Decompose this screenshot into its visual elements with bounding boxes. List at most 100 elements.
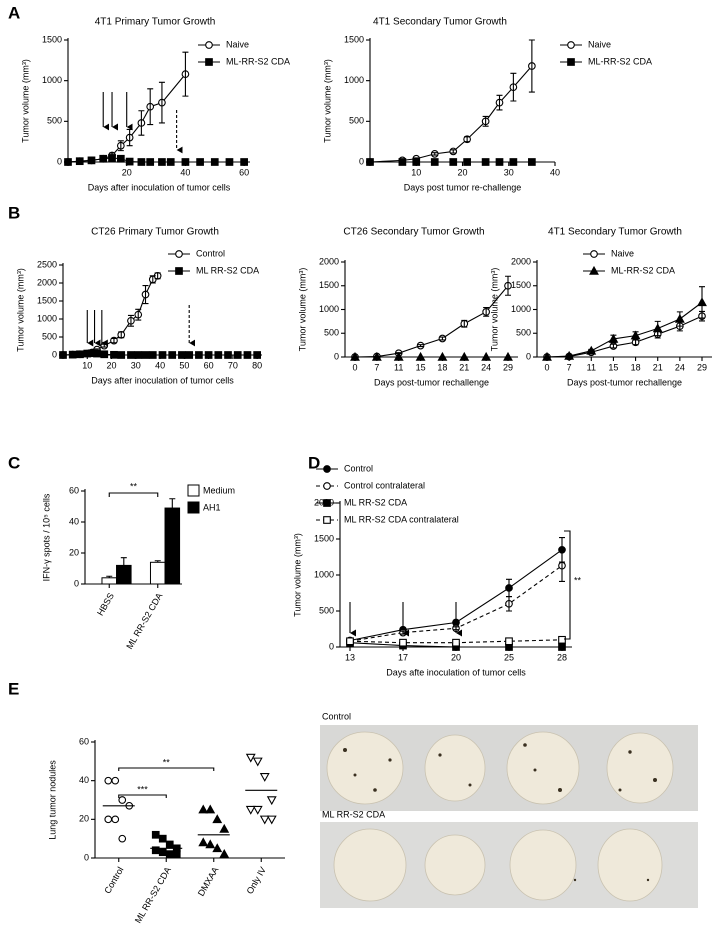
y-axis-label: Tumor volume (mm³) — [297, 268, 307, 352]
y-tick-label: 1500 — [511, 280, 531, 290]
data-point — [219, 823, 230, 833]
x-tick-label: 20 — [107, 360, 117, 370]
x-tick-label: 70 — [228, 360, 238, 370]
legend-label: ML RR-S2 CDA — [344, 497, 407, 507]
y-tick-label: 0 — [359, 156, 364, 166]
significance-bracket — [118, 767, 215, 771]
panel-label: E — [8, 679, 19, 698]
data-point — [459, 351, 470, 361]
x-axis-label: Days post-tumor rechallenge — [374, 377, 489, 387]
legend-label: ML-RR-S2 CDA — [226, 56, 290, 66]
error-bar — [149, 275, 156, 284]
series-line — [369, 65, 533, 163]
y-tick-label: 0 — [84, 852, 89, 862]
significance-label: ** — [163, 757, 171, 767]
data-point — [158, 848, 167, 857]
series-line — [62, 275, 158, 356]
error-bar — [610, 343, 617, 349]
bar — [116, 564, 132, 585]
data-point — [75, 157, 84, 166]
error-bar — [496, 94, 503, 111]
x-tick-label: 17 — [398, 652, 408, 662]
x-tick-label: 60 — [204, 360, 214, 370]
panel-label: C — [8, 453, 20, 472]
data-point — [104, 815, 113, 824]
series — [64, 154, 248, 166]
data-point — [108, 154, 116, 162]
data-point — [158, 351, 167, 359]
chart-title: 4T1 Secondary Tumor Growth — [548, 227, 682, 238]
y-tick-label: 2000 — [511, 256, 531, 266]
data-point — [181, 158, 190, 166]
data-point — [509, 158, 518, 166]
data-point — [141, 351, 150, 359]
error-bar — [417, 344, 424, 348]
data-point — [253, 351, 261, 359]
y-tick-label: 40 — [79, 775, 89, 785]
legend-marker — [205, 58, 213, 66]
x-axis-label: Days after inoculation of tumor cells — [88, 182, 231, 192]
data-point — [259, 773, 270, 782]
legend-marker — [175, 267, 183, 275]
x-tick-label: 20 — [451, 652, 461, 662]
significance-label: *** — [137, 784, 148, 794]
data-point — [158, 834, 167, 843]
data-point — [243, 351, 252, 359]
y-tick-label: 1000 — [319, 304, 339, 314]
y-tick-label: 1000 — [344, 75, 364, 85]
data-point — [214, 351, 223, 359]
error-bar — [158, 81, 165, 124]
chart-title: CT26 Primary Tumor Growth — [91, 227, 219, 238]
y-tick-label: 500 — [42, 331, 57, 341]
series — [59, 349, 261, 359]
significance-bracket — [118, 794, 167, 798]
bar — [101, 577, 118, 585]
legend-label: ML RR-S2 CDA — [196, 265, 259, 275]
legend-marker — [567, 58, 575, 66]
data-point — [252, 805, 263, 815]
series-line — [354, 285, 509, 358]
data-point — [259, 815, 270, 825]
error-bar — [510, 72, 517, 102]
data-point — [350, 351, 360, 361]
data-point — [93, 349, 101, 358]
legend-label: Naive — [226, 39, 249, 49]
data-point — [198, 837, 209, 847]
error-bar — [506, 596, 512, 612]
error-bar — [676, 311, 683, 327]
data-point — [165, 850, 174, 858]
data-point — [64, 158, 72, 166]
chart-title: 4T1 Primary Tumor Growth — [95, 17, 216, 28]
data-point — [412, 158, 421, 166]
y-tick-label: 2000 — [319, 256, 339, 266]
x-tick-label: 18 — [437, 362, 447, 372]
legend-marker — [323, 465, 331, 473]
y-tick-label: 1000 — [314, 569, 334, 579]
x-tick-label: 15 — [416, 362, 426, 372]
data-point — [528, 158, 536, 166]
data-point — [398, 158, 407, 166]
legend-marker — [590, 250, 598, 258]
x-tick-label: 29 — [697, 362, 707, 372]
y-tick-label: 1500 — [42, 34, 62, 44]
y-tick-label: 1000 — [511, 304, 531, 314]
nodules — [343, 743, 657, 882]
bar — [149, 561, 166, 585]
lungs — [326, 731, 674, 902]
data-point — [437, 351, 448, 361]
data-point — [125, 157, 134, 166]
x-axis-label: Days post tumor re-challenge — [404, 182, 522, 192]
data-point — [195, 351, 203, 359]
data-point — [76, 350, 84, 359]
data-point — [166, 158, 175, 166]
x-axis-label: Days after inoculation of tumor cells — [91, 375, 234, 385]
data-point — [452, 638, 460, 647]
data-point — [134, 351, 143, 359]
x-tick-label: Control — [102, 865, 125, 895]
data-point — [449, 158, 458, 166]
legend-label: Control — [344, 463, 373, 473]
photo-label: Control — [322, 711, 351, 721]
data-point — [481, 158, 490, 166]
y-tick-label: 0 — [57, 156, 62, 166]
y-axis-label: Lung tumor nodules — [47, 760, 57, 840]
